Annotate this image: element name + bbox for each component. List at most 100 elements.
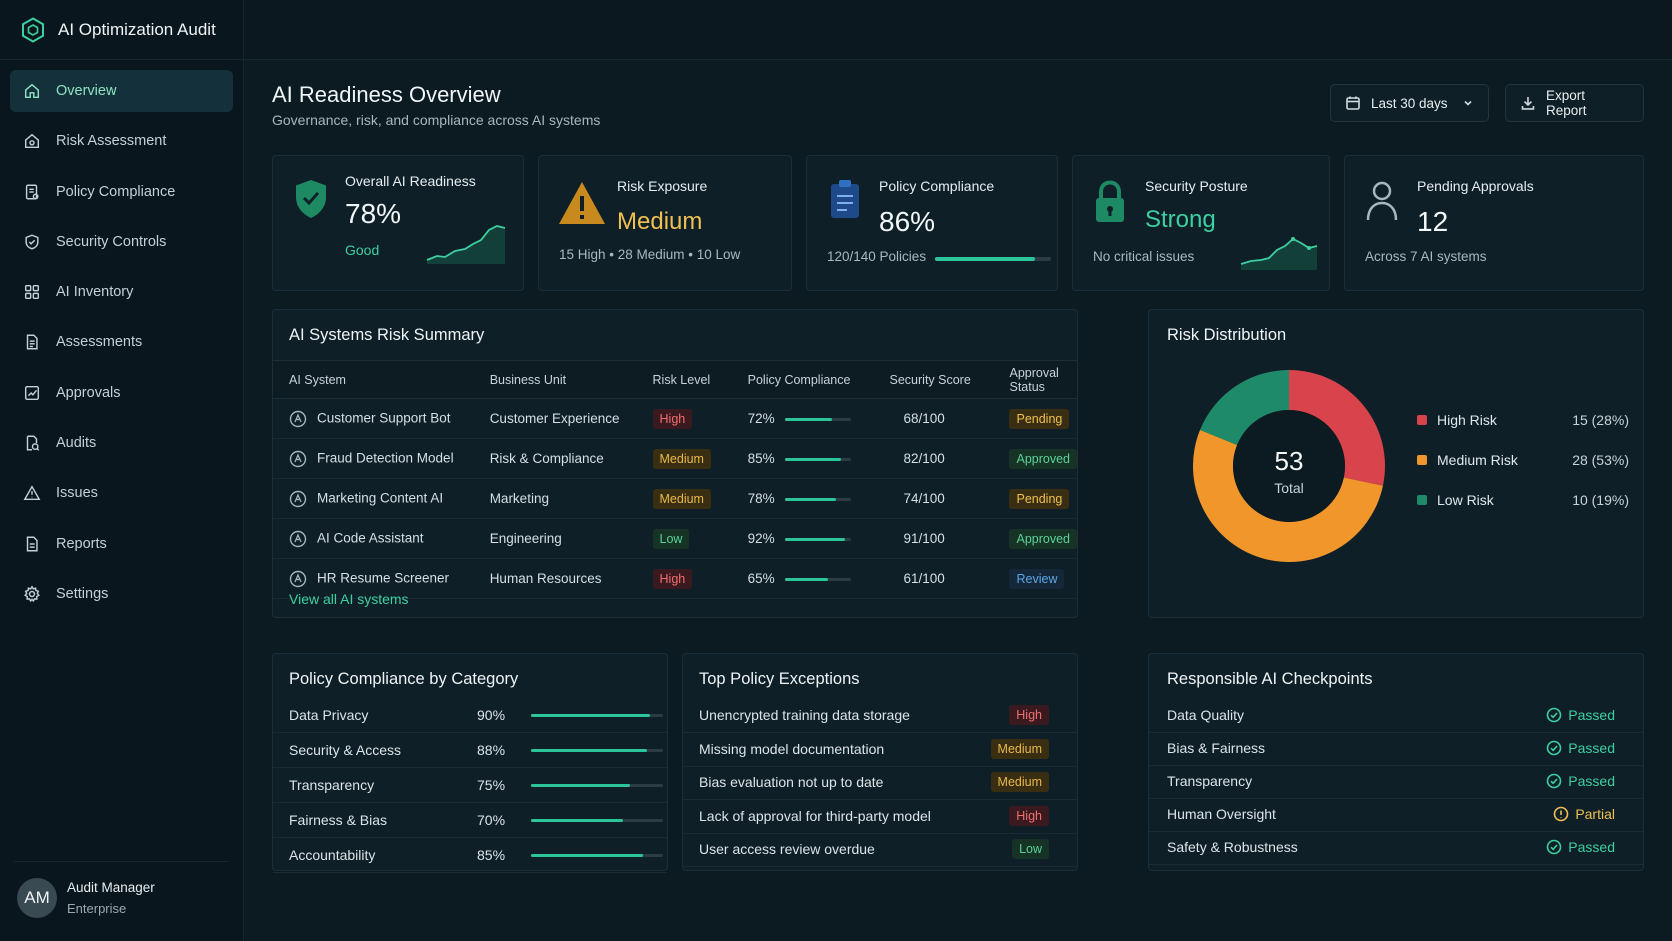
donut-slice-high-risk[interactable] bbox=[1289, 370, 1385, 486]
sidebar-item-label: AI Inventory bbox=[56, 284, 134, 301]
list-item[interactable]: User access review overdue Low bbox=[683, 832, 1077, 867]
sidebar-nav: Overview Risk Assessment Policy Complian… bbox=[0, 60, 243, 615]
security-score-cell: 82/100 bbox=[873, 438, 994, 479]
category-bar-fill bbox=[531, 748, 648, 752]
ai-system-icon bbox=[289, 570, 307, 587]
sidebar-item-overview[interactable]: Overview bbox=[10, 70, 233, 112]
approval-status-cell: Approved bbox=[993, 438, 1077, 479]
sidebar-item-label: Reports bbox=[56, 535, 107, 552]
list-item: Data Privacy 90% bbox=[273, 698, 667, 733]
system-name: AI Code Assistant bbox=[317, 530, 424, 546]
sidebar-item-audits[interactable]: Audits bbox=[10, 422, 233, 464]
security-score: 91/100 bbox=[903, 531, 945, 546]
column-header[interactable]: Approval Status bbox=[993, 360, 1077, 399]
list-item[interactable]: Lack of approval for third-party model Hi… bbox=[683, 799, 1077, 834]
sidebar-item-risk-assessment[interactable]: Risk Assessment bbox=[10, 120, 233, 162]
kpi-card-risk-exposure: Risk Exposure Medium 15 High • 28 Medium… bbox=[538, 155, 792, 291]
column-header[interactable]: Policy Compliance bbox=[731, 360, 874, 399]
sidebar-item-label: Risk Assessment bbox=[56, 133, 167, 150]
table-row[interactable]: Fraud Detection Model Risk & Compliance Me… bbox=[273, 438, 1077, 479]
risk-summary-table: AI System Business Unit Risk Level Polic… bbox=[273, 360, 1077, 599]
risk-level-cell: Medium bbox=[636, 478, 732, 519]
severity-badge: High bbox=[1009, 805, 1049, 826]
checkpoint-status-label: Partial bbox=[1575, 806, 1615, 822]
kpi-label: Risk Exposure bbox=[617, 178, 708, 194]
list-item: Fairness & Bias 70% bbox=[273, 803, 667, 838]
export-report-button[interactable]: Export Report bbox=[1505, 84, 1644, 122]
approval-status-cell: Approved bbox=[993, 518, 1077, 559]
status-badge: Pending bbox=[1009, 488, 1070, 509]
warning-triangle-icon bbox=[559, 182, 605, 224]
kpi-value: 12 bbox=[1417, 206, 1449, 237]
table-row[interactable]: AI Code Assistant Engineering Low 92% 91/100… bbox=[273, 518, 1077, 559]
download-icon bbox=[1521, 97, 1535, 110]
list-item: Transparency 75% bbox=[273, 768, 667, 803]
approval-status-cell: Pending bbox=[993, 478, 1077, 519]
column-header[interactable]: Risk Level bbox=[636, 360, 732, 399]
user-role: Enterprise bbox=[67, 900, 127, 916]
sidebar-item-security-controls[interactable]: Security Controls bbox=[10, 221, 233, 263]
severity-badge: High bbox=[1009, 705, 1049, 725]
legend-value: 28 (53%) bbox=[1572, 452, 1629, 468]
table-row[interactable]: HR Resume Screener Human Resources High 65%… bbox=[273, 558, 1077, 599]
sidebar-item-reports[interactable]: Reports bbox=[10, 523, 233, 565]
compliance-bar-fill bbox=[784, 497, 837, 501]
kpi-label: Pending Approvals bbox=[1417, 178, 1534, 194]
panel-title: Risk Distribution bbox=[1167, 326, 1287, 344]
compliance-bar-fill bbox=[784, 457, 841, 461]
legend-swatch bbox=[1417, 495, 1427, 505]
kpi-detail: 120/140 Policies bbox=[827, 249, 927, 264]
system-name: Fraud Detection Model bbox=[317, 450, 454, 466]
list-item: Bias & Fairness Passed bbox=[1149, 731, 1643, 766]
legend-item-high-risk: High Risk 15 (28%) bbox=[1417, 410, 1629, 430]
sidebar-item-policy-compliance[interactable]: Policy Compliance bbox=[10, 171, 233, 213]
table-row[interactable]: Marketing Content AI Marketing Medium 78% 74… bbox=[273, 478, 1077, 519]
panel-title: Responsible AI Checkpoints bbox=[1167, 670, 1373, 688]
panel-title: Policy Compliance by Category bbox=[289, 670, 519, 688]
exception-label: Missing model documentation bbox=[699, 740, 885, 757]
sidebar-item-label: Security Controls bbox=[56, 233, 167, 250]
app-title: AI Optimization Audit bbox=[58, 19, 216, 39]
table-row[interactable]: Customer Support Bot Customer Experience H… bbox=[273, 398, 1077, 439]
kpi-card-readiness: Overall AI Readiness 78% Good bbox=[272, 155, 524, 291]
exception-label: User access review overdue bbox=[699, 841, 875, 857]
list-item[interactable]: Bias evaluation not up to date Medium bbox=[683, 765, 1077, 800]
checkpoint-status: Passed bbox=[1546, 773, 1615, 789]
date-range-dropdown[interactable]: Last 30 days bbox=[1330, 84, 1489, 122]
sidebar-item-label: Issues bbox=[56, 485, 98, 502]
panel-title: AI Systems Risk Summary bbox=[289, 326, 485, 344]
column-header[interactable]: Business Unit bbox=[473, 360, 637, 399]
donut-slice-low-risk[interactable] bbox=[1200, 370, 1289, 445]
clipboard-icon bbox=[831, 180, 859, 218]
category-bar bbox=[531, 783, 663, 787]
list-item[interactable]: Unencrypted training data storage High bbox=[683, 698, 1077, 733]
sidebar-item-approvals[interactable]: Approvals bbox=[10, 372, 233, 414]
list-item: Accountability 85% bbox=[273, 838, 667, 873]
checkpoint-status: Passed bbox=[1546, 707, 1615, 723]
kpi-value: 78% bbox=[345, 198, 402, 229]
column-header[interactable]: AI System bbox=[273, 360, 474, 399]
sidebar-item-assessments[interactable]: Assessments bbox=[10, 321, 233, 363]
donut-slice-medium-risk[interactable] bbox=[1193, 429, 1383, 563]
checkpoint-status-label: Passed bbox=[1568, 707, 1615, 723]
compliance-pct: 65% bbox=[747, 571, 775, 586]
column-header[interactable]: Security Score bbox=[873, 360, 994, 399]
security-score-cell: 74/100 bbox=[873, 478, 994, 519]
responsible-ai-checkpoints: Responsible AI Checkpoints Data Quality P… bbox=[1148, 653, 1644, 871]
hexagon-logo-icon bbox=[22, 16, 44, 43]
top-policy-exceptions: Top Policy Exceptions Unencrypted traini… bbox=[682, 653, 1078, 871]
sidebar-item-ai-inventory[interactable]: AI Inventory bbox=[10, 271, 233, 313]
security-score-cell: 91/100 bbox=[873, 518, 994, 559]
warning-icon bbox=[22, 483, 42, 503]
sidebar-item-settings[interactable]: Settings bbox=[10, 573, 233, 615]
system-name: Marketing Content AI bbox=[317, 490, 444, 506]
list-item[interactable]: Missing model documentation Medium bbox=[683, 732, 1077, 767]
compliance-cell: 65% bbox=[731, 558, 874, 599]
business-unit-cell: Human Resources bbox=[473, 558, 637, 599]
security-score: 82/100 bbox=[903, 451, 945, 466]
legend-label: High Risk bbox=[1437, 412, 1497, 428]
view-all-systems-link[interactable]: View all AI systems bbox=[289, 591, 409, 607]
sidebar-item-issues[interactable]: Issues bbox=[10, 472, 233, 514]
donut-total-label: Total bbox=[1274, 480, 1304, 496]
user-profile[interactable]: AM Audit Manager Enterprise bbox=[14, 861, 229, 919]
